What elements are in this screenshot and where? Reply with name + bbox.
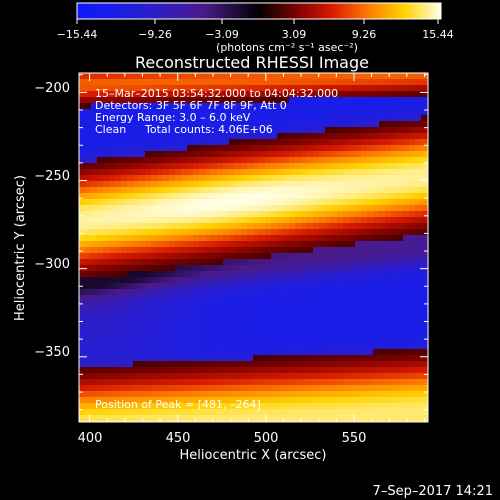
y-tick-label: −300 (34, 257, 70, 272)
time-range-text: 15–Mar–2015 03:54:32.000 to 04:04:32.000 (95, 87, 338, 100)
x-tick-label: 500 (254, 431, 279, 446)
y-tick-label: −350 (34, 345, 70, 360)
y-axis-label: Heliocentric Y (arcsec) (13, 175, 28, 321)
y-tick-label: −250 (34, 169, 70, 184)
x-axis-label: Heliocentric X (arcsec) (180, 448, 327, 463)
colorbar-tick-label: 3.09 (282, 28, 307, 41)
plot-frame (78, 72, 429, 423)
colorbar-ticks (76, 19, 439, 24)
x-tick-label: 450 (166, 431, 191, 446)
chart-title: Reconstructed RHESSI Image (135, 53, 369, 72)
peak-position-text: Position of Peak = [481, –264] (95, 398, 261, 411)
footer-date: 7–Sep–2017 14:21 (373, 484, 493, 499)
colorbar-tick-label: 9.26 (352, 28, 377, 41)
detectors-text: Detectors: 3F 5F 6F 7F 8F 9F, Att 0 (95, 99, 287, 112)
y-tick-label: −200 (34, 81, 70, 96)
x-axis-ticks (89, 73, 425, 422)
colorbar: −15.44 −9.26 −3.09 3.09 9.26 15.44 (phot… (57, 2, 454, 54)
colorbar-tick-label: 15.44 (422, 28, 454, 41)
heatmap-image (79, 73, 428, 422)
y-axis-ticks (79, 74, 428, 411)
colorbar-tick-label: −15.44 (57, 28, 98, 41)
colorbar-tick-label: −3.09 (205, 28, 239, 41)
x-tick-label: 400 (78, 431, 103, 446)
colorbar-gradient (76, 2, 442, 20)
method-text: Clean (95, 123, 126, 136)
colorbar-unit-label: (photons cm⁻² s⁻¹ asec⁻²) (216, 41, 358, 54)
total-counts-text: Total counts: 4.06E+06 (144, 123, 273, 136)
info-annotations: 15–Mar–2015 03:54:32.000 to 04:04:32.000… (95, 87, 338, 411)
x-tick-label: 550 (342, 431, 367, 446)
energy-range-text: Energy Range: 3.0 – 6.0 keV (95, 111, 251, 124)
colorbar-tick-label: −9.26 (138, 28, 172, 41)
